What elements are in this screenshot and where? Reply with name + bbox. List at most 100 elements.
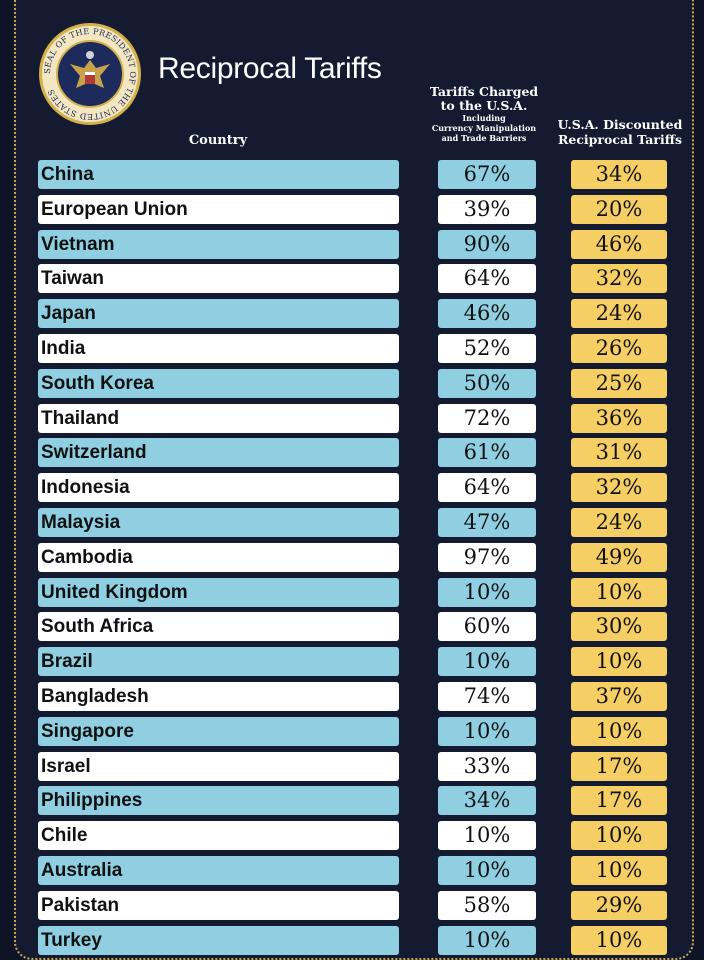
charged-tariff-cell: 10% [438, 647, 536, 677]
charged-tariff-cell: 72% [438, 403, 536, 433]
discounted-tariff-cell: 10% [571, 647, 667, 677]
charged-header-sub3: and Trade Barriers [441, 133, 527, 143]
discounted-tariff-cell: 29% [571, 890, 667, 920]
discounted-tariff-cell: 32% [571, 264, 667, 294]
table-row: European Union 39% 20% [0, 194, 704, 224]
country-cell: Israel [38, 751, 399, 781]
country-cell: South Korea [38, 368, 399, 398]
discounted-tariff-cell: 24% [571, 508, 667, 537]
charged-tariff-cell: 97% [438, 542, 536, 572]
charged-tariff-cell: 10% [438, 821, 536, 851]
table-row: Malaysia 47% 24% [0, 508, 704, 537]
discounted-tariff-cell: 10% [571, 925, 667, 955]
charged-tariff-cell: 90% [438, 229, 536, 259]
table-row: Brazil 10% 10% [0, 647, 704, 677]
charged-tariff-cell: 60% [438, 612, 536, 642]
charged-tariff-cell: 10% [438, 856, 536, 885]
discounted-column-header: U.S.A. Discounted Reciprocal Tariffs [556, 117, 684, 147]
discounted-tariff-cell: 20% [571, 194, 667, 224]
charged-tariff-cell: 10% [438, 925, 536, 955]
page-title: Reciprocal Tariffs [158, 52, 382, 85]
charged-tariff-cell: 10% [438, 716, 536, 746]
charged-header-sub2: Currency Manipulation [431, 123, 537, 133]
charged-tariff-cell: 58% [438, 890, 536, 920]
discounted-tariff-cell: 31% [571, 438, 667, 468]
charged-tariff-cell: 39% [438, 194, 536, 224]
country-cell: South Africa [38, 612, 399, 642]
table-row: Japan 46% 24% [0, 299, 704, 329]
charged-header-line2: to the U.S.A. [440, 98, 528, 113]
country-cell: Philippines [38, 786, 399, 816]
table-row: South Korea 50% 25% [0, 368, 704, 398]
presidential-seal-icon: SEAL OF THE PRESIDENT OF THE UNITED STAT… [39, 23, 141, 125]
country-cell: China [38, 160, 399, 189]
table-row: Taiwan 64% 32% [0, 264, 704, 294]
table-row: Pakistan 58% 29% [0, 890, 704, 920]
table-row: Vietnam 90% 46% [0, 229, 704, 259]
country-cell: Japan [38, 299, 399, 329]
table-row: Indonesia 64% 32% [0, 473, 704, 503]
discounted-tariff-cell: 17% [571, 786, 667, 816]
table-row: South Africa 60% 30% [0, 612, 704, 642]
table-row: Australia 10% 10% [0, 856, 704, 885]
charged-header-line1: Tariffs Charged [429, 84, 539, 99]
discounted-tariff-cell: 37% [571, 682, 667, 711]
discounted-tariff-cell: 30% [571, 612, 667, 642]
charged-tariff-cell: 52% [438, 334, 536, 363]
table-row: Switzerland 61% 31% [0, 438, 704, 468]
table-row: Singapore 10% 10% [0, 716, 704, 746]
table-row: Chile 10% 10% [0, 821, 704, 851]
table-row: Bangladesh 74% 37% [0, 682, 704, 711]
discounted-tariff-cell: 17% [571, 751, 667, 781]
charged-tariff-cell: 50% [438, 368, 536, 398]
country-cell: Chile [38, 821, 399, 851]
table-row: Turkey 10% 10% [0, 925, 704, 955]
charged-tariff-cell: 67% [438, 160, 536, 189]
country-cell: Switzerland [38, 438, 399, 468]
charged-tariff-cell: 46% [438, 299, 536, 329]
table-row: Philippines 34% 17% [0, 786, 704, 816]
discounted-tariff-cell: 25% [571, 368, 667, 398]
discounted-header-line1: U.S.A. Discounted [557, 117, 683, 132]
charged-column-header: Tariffs Charged to the U.S.A. Including … [424, 85, 544, 143]
country-cell: Turkey [38, 925, 399, 955]
country-cell: United Kingdom [38, 577, 399, 607]
country-cell: Indonesia [38, 473, 399, 503]
country-cell: Australia [38, 856, 399, 885]
country-cell: Taiwan [38, 264, 399, 294]
charged-tariff-cell: 10% [438, 577, 536, 607]
charged-tariff-cell: 64% [438, 264, 536, 294]
country-cell: Singapore [38, 716, 399, 746]
country-cell: Pakistan [38, 890, 399, 920]
table-row: India 52% 26% [0, 334, 704, 363]
charged-tariff-cell: 33% [438, 751, 536, 781]
discounted-tariff-cell: 10% [571, 716, 667, 746]
country-cell: Cambodia [38, 542, 399, 572]
charged-tariff-cell: 34% [438, 786, 536, 816]
charged-tariff-cell: 61% [438, 438, 536, 468]
charged-tariff-cell: 74% [438, 682, 536, 711]
discounted-tariff-cell: 49% [571, 542, 667, 572]
table-row: Israel 33% 17% [0, 751, 704, 781]
country-cell: India [38, 334, 399, 363]
table-row: United Kingdom 10% 10% [0, 577, 704, 607]
discounted-tariff-cell: 32% [571, 473, 667, 503]
charged-tariff-cell: 64% [438, 473, 536, 503]
discounted-tariff-cell: 26% [571, 334, 667, 363]
charged-tariff-cell: 47% [438, 508, 536, 537]
country-cell: Brazil [38, 647, 399, 677]
discounted-tariff-cell: 46% [571, 229, 667, 259]
discounted-tariff-cell: 10% [571, 856, 667, 885]
country-cell: Bangladesh [38, 682, 399, 711]
country-cell: Malaysia [38, 508, 399, 537]
table-row: Cambodia 97% 49% [0, 542, 704, 572]
country-cell: Thailand [38, 403, 399, 433]
discounted-header-line2: Reciprocal Tariffs [557, 132, 682, 147]
discounted-tariff-cell: 36% [571, 403, 667, 433]
table-row: Thailand 72% 36% [0, 403, 704, 433]
discounted-tariff-cell: 10% [571, 821, 667, 851]
discounted-tariff-cell: 24% [571, 299, 667, 329]
discounted-tariff-cell: 34% [571, 160, 667, 189]
discounted-tariff-cell: 10% [571, 577, 667, 607]
